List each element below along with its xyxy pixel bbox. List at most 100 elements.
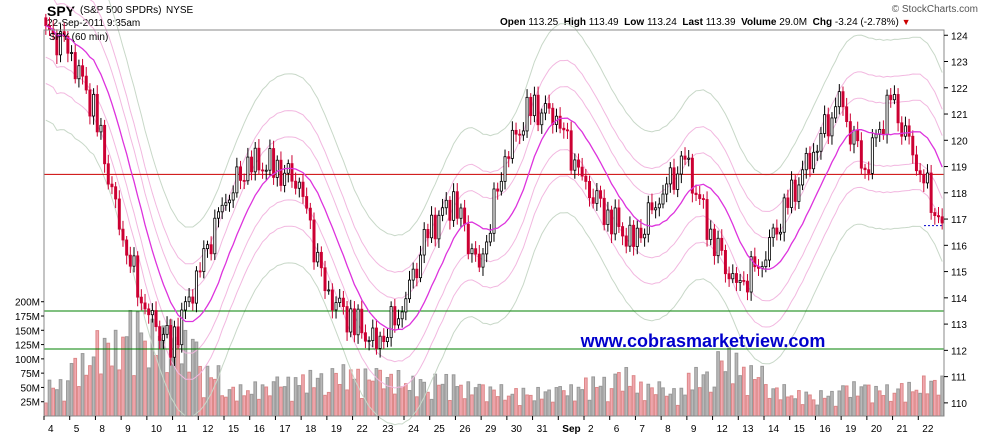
candle-body (874, 133, 878, 139)
candle (679, 150, 683, 184)
candle (345, 300, 349, 341)
volume-bar (789, 395, 794, 417)
candle-body (294, 180, 298, 189)
candle-body (272, 148, 276, 178)
candle (213, 209, 217, 260)
candle (694, 184, 698, 202)
candle-body (261, 169, 265, 172)
volume-bar (392, 393, 397, 417)
candle (723, 244, 727, 283)
volume-bar (102, 337, 107, 417)
candle (360, 300, 364, 339)
candle (573, 153, 577, 179)
candle-body (683, 155, 687, 160)
candle (793, 175, 797, 211)
volume-bar (466, 381, 471, 417)
volume-bar (694, 366, 698, 417)
x-tick-label: 2 (588, 424, 594, 435)
candle (532, 86, 536, 123)
candle-body (213, 217, 217, 255)
candle-body (617, 207, 621, 227)
volume-bar (242, 395, 247, 417)
open-value: 113.25 (528, 17, 559, 28)
volume-bar (488, 386, 493, 417)
volume-bar (473, 387, 478, 417)
volume-bar (602, 376, 607, 417)
candle-body (88, 89, 92, 117)
candle-body (815, 150, 819, 153)
volume-bar (253, 381, 258, 417)
volume-bar (279, 386, 283, 417)
volume-bar (69, 363, 74, 417)
volume-bar (683, 394, 687, 417)
candle-body (657, 203, 661, 209)
volume-bar (194, 341, 199, 417)
volume-bar (293, 377, 298, 417)
candle (341, 290, 345, 315)
candle-body (231, 192, 235, 201)
candle (712, 224, 716, 265)
volume-bar (752, 379, 757, 417)
candle-body (154, 310, 158, 328)
x-tick-label: 8 (665, 424, 671, 435)
candle-body (422, 229, 426, 256)
volume-bar (301, 374, 305, 417)
candle-body (510, 129, 514, 159)
candle (371, 319, 375, 348)
volume-bar (786, 396, 790, 417)
candle (874, 129, 878, 147)
candle-body (720, 237, 724, 251)
symbol-label: SPY (47, 3, 76, 19)
candle-body (95, 93, 99, 133)
x-tick-label: 5 (74, 424, 80, 435)
volume-bar (910, 391, 915, 417)
candle-body (191, 296, 195, 304)
chg-label: Chg (812, 17, 833, 28)
candle (514, 122, 518, 142)
candle (437, 210, 441, 248)
volume-bar (411, 375, 416, 417)
low-value: 113.24 (646, 17, 677, 28)
volume-bar (635, 392, 640, 417)
volume-tick-label: 50M (21, 383, 40, 394)
candle-body (239, 166, 243, 181)
candle-body (698, 194, 702, 199)
volume-bar (653, 394, 658, 417)
candle-body (297, 181, 301, 189)
envelope-band (45, 83, 943, 389)
candle-body (341, 297, 345, 307)
candle (727, 266, 731, 287)
candle-body (334, 302, 338, 311)
candle-body (301, 181, 305, 197)
volume-bar (271, 381, 276, 417)
candle (621, 222, 625, 246)
candle-body (635, 227, 639, 247)
candle-body (565, 129, 569, 132)
candle (492, 182, 496, 242)
volume-bar (547, 389, 551, 417)
volume-bar (940, 375, 945, 417)
candle-body (374, 327, 378, 349)
price-tick-label: 113 (951, 320, 967, 331)
price-tick-label: 117 (951, 215, 967, 226)
candle-body (268, 148, 272, 171)
candle (242, 173, 246, 190)
volume-bar (146, 367, 151, 417)
candle (499, 172, 503, 196)
candle (323, 260, 327, 299)
candle (217, 207, 220, 228)
candle-body (316, 251, 320, 263)
candle-body (885, 94, 889, 136)
chart-header: SPY (S&P 500 SPDRs) NYSE 22-Sep-2011 9:3… (0, 0, 990, 30)
volume-bar (561, 390, 566, 417)
volume-bar (235, 400, 239, 417)
volume-bar (797, 390, 801, 417)
candle-body (158, 326, 162, 341)
volume-bar (470, 394, 474, 417)
candle-body (128, 254, 132, 267)
candle-body (672, 167, 676, 190)
volume-bar (760, 365, 765, 417)
candle (433, 207, 437, 247)
candle (665, 176, 669, 203)
candle (404, 291, 408, 321)
